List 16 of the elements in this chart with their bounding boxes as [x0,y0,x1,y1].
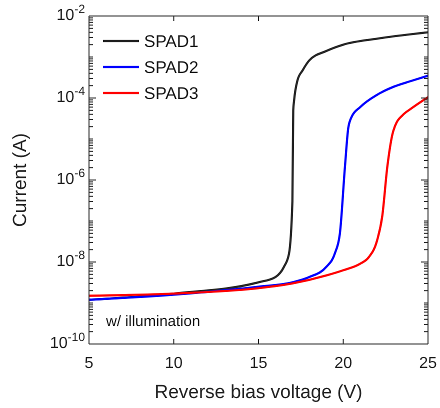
y-tick-label: 10$^{-2}$ [56,2,86,24]
legend-label: SPAD2 [144,58,198,77]
y-axis-title: Current (A) [10,133,31,227]
y-tick-label: 10$^{-4}$ [56,84,86,106]
x-tick-label: 15 [250,355,268,372]
legend-label: SPAD1 [144,32,198,51]
annotation: w/ illumination [105,313,200,330]
x-tick-label: 10 [164,355,183,372]
y-tick-label: 10$^{-6}$ [56,166,86,188]
y-tick-label: 10$^{-10}$ [50,330,86,352]
x-tick-label: 5 [84,355,94,372]
legend-label: SPAD3 [144,84,198,103]
x-tick-label: 20 [334,355,352,372]
x-axis-title: Reverse bias voltage (V) [154,382,363,403]
y-tick-label: 10$^{-8}$ [56,248,86,270]
x-tick-label: 25 [419,355,437,372]
